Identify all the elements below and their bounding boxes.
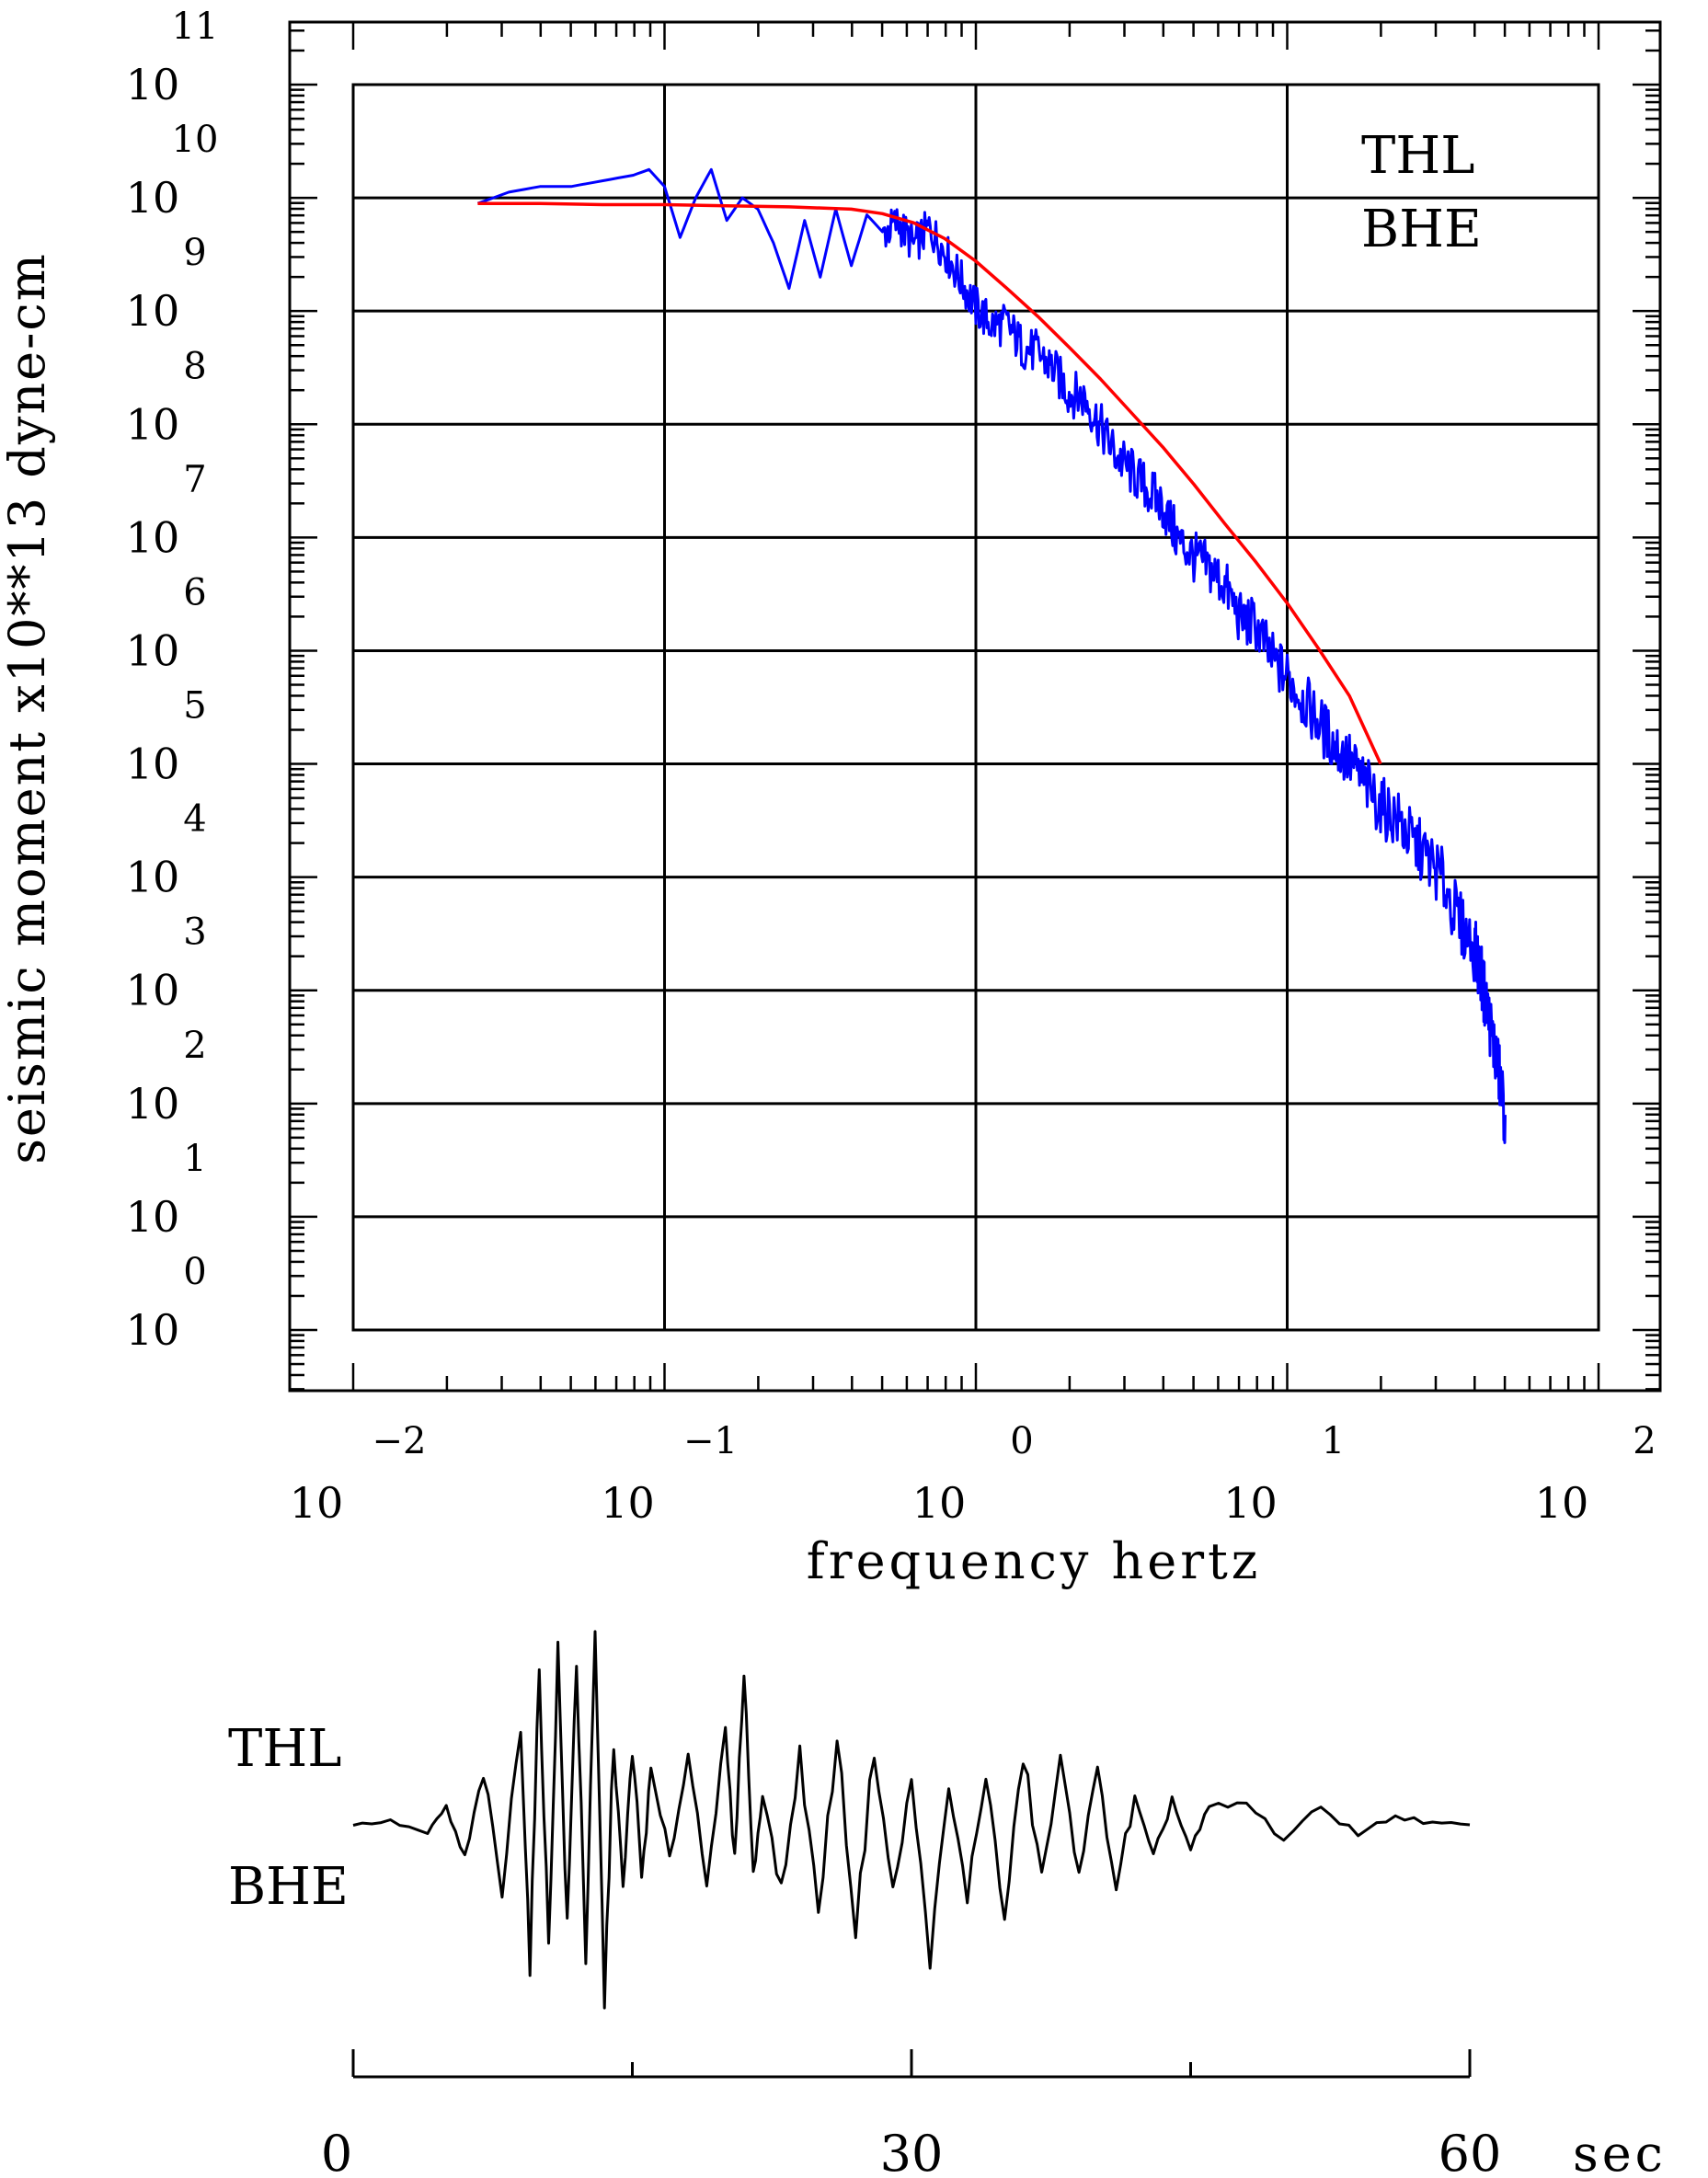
grid bbox=[353, 85, 1599, 1330]
seismogram-line bbox=[352, 1630, 1471, 2010]
y-tick-exponent: 7 bbox=[183, 458, 206, 500]
x-tick-base: 10 bbox=[912, 1478, 967, 1528]
y-tick-base: 10 bbox=[126, 625, 180, 675]
y-axis-title: seismic moment x10**13 dyne-cm bbox=[0, 252, 56, 1164]
y-tick-base: 10 bbox=[126, 286, 180, 336]
y-tick-exponent: 9 bbox=[183, 232, 206, 274]
seismogram-chart: THL BHE 0 30 60 sec bbox=[228, 1630, 1667, 2178]
model-fit-line bbox=[477, 201, 1382, 765]
spectrum-series bbox=[476, 167, 1507, 1144]
minor-ticks bbox=[290, 22, 1660, 1391]
x-axis-title: frequency hertz bbox=[807, 1532, 1261, 1590]
seismogram-station-label: THL bbox=[228, 1719, 341, 1779]
y-tick-exponent: 6 bbox=[183, 571, 206, 613]
time-axis: 0 30 60 bbox=[321, 2049, 1502, 2178]
time-tick-label: 60 bbox=[1439, 2125, 1502, 2178]
y-tick-exponent: 0 bbox=[183, 1251, 206, 1293]
y-tick-base: 10 bbox=[126, 853, 180, 902]
y-tick-exponent: 10 bbox=[172, 119, 219, 161]
x-tick-base: 10 bbox=[1535, 1478, 1589, 1528]
y-tick-exponent: 11 bbox=[172, 6, 219, 48]
y-tick-base: 10 bbox=[126, 1192, 180, 1242]
channel-label: BHE bbox=[1361, 200, 1482, 259]
x-tick-exponent: 1 bbox=[1322, 1420, 1345, 1462]
y-tick-base: 10 bbox=[126, 173, 180, 223]
y-tick-base: 10 bbox=[126, 1305, 180, 1355]
x-tick-base: 10 bbox=[1223, 1478, 1278, 1528]
y-tick-base: 10 bbox=[126, 739, 180, 789]
time-tick-label: 0 bbox=[321, 2125, 352, 2178]
x-tick-exponent: −1 bbox=[683, 1420, 738, 1462]
x-tick-exponent: 2 bbox=[1633, 1420, 1656, 1462]
y-tick-base: 10 bbox=[126, 966, 180, 1015]
y-tick-exponent: 3 bbox=[183, 911, 206, 954]
y-tick-exponent: 4 bbox=[183, 798, 206, 841]
y-tick-base: 10 bbox=[126, 1079, 180, 1129]
y-tick-base: 10 bbox=[126, 399, 180, 449]
y-tick-exponent: 8 bbox=[183, 345, 206, 387]
y-tick-base: 10 bbox=[126, 60, 180, 109]
x-tick-base: 10 bbox=[601, 1478, 655, 1528]
y-tick-exponent: 1 bbox=[183, 1138, 206, 1180]
x-tick-exponent: 0 bbox=[1010, 1420, 1033, 1462]
seismogram-trace bbox=[352, 1630, 1471, 2010]
x-tick-base: 10 bbox=[290, 1478, 344, 1528]
x-tick-exponent: −2 bbox=[373, 1420, 427, 1462]
observed-spectrum-line bbox=[476, 167, 1507, 1144]
y-tick-exponent: 2 bbox=[183, 1025, 206, 1067]
x-tick-labels: −2 10 −1 10 0 10 1 10 2 10 bbox=[290, 1420, 1656, 1528]
y-tick-base: 10 bbox=[126, 512, 180, 562]
time-axis-unit: sec bbox=[1573, 2125, 1667, 2178]
station-label: THL bbox=[1361, 126, 1474, 186]
y-tick-exponent: 5 bbox=[183, 685, 206, 728]
seismogram-channel-label: BHE bbox=[228, 1857, 349, 1917]
time-tick-label: 30 bbox=[880, 2125, 944, 2178]
